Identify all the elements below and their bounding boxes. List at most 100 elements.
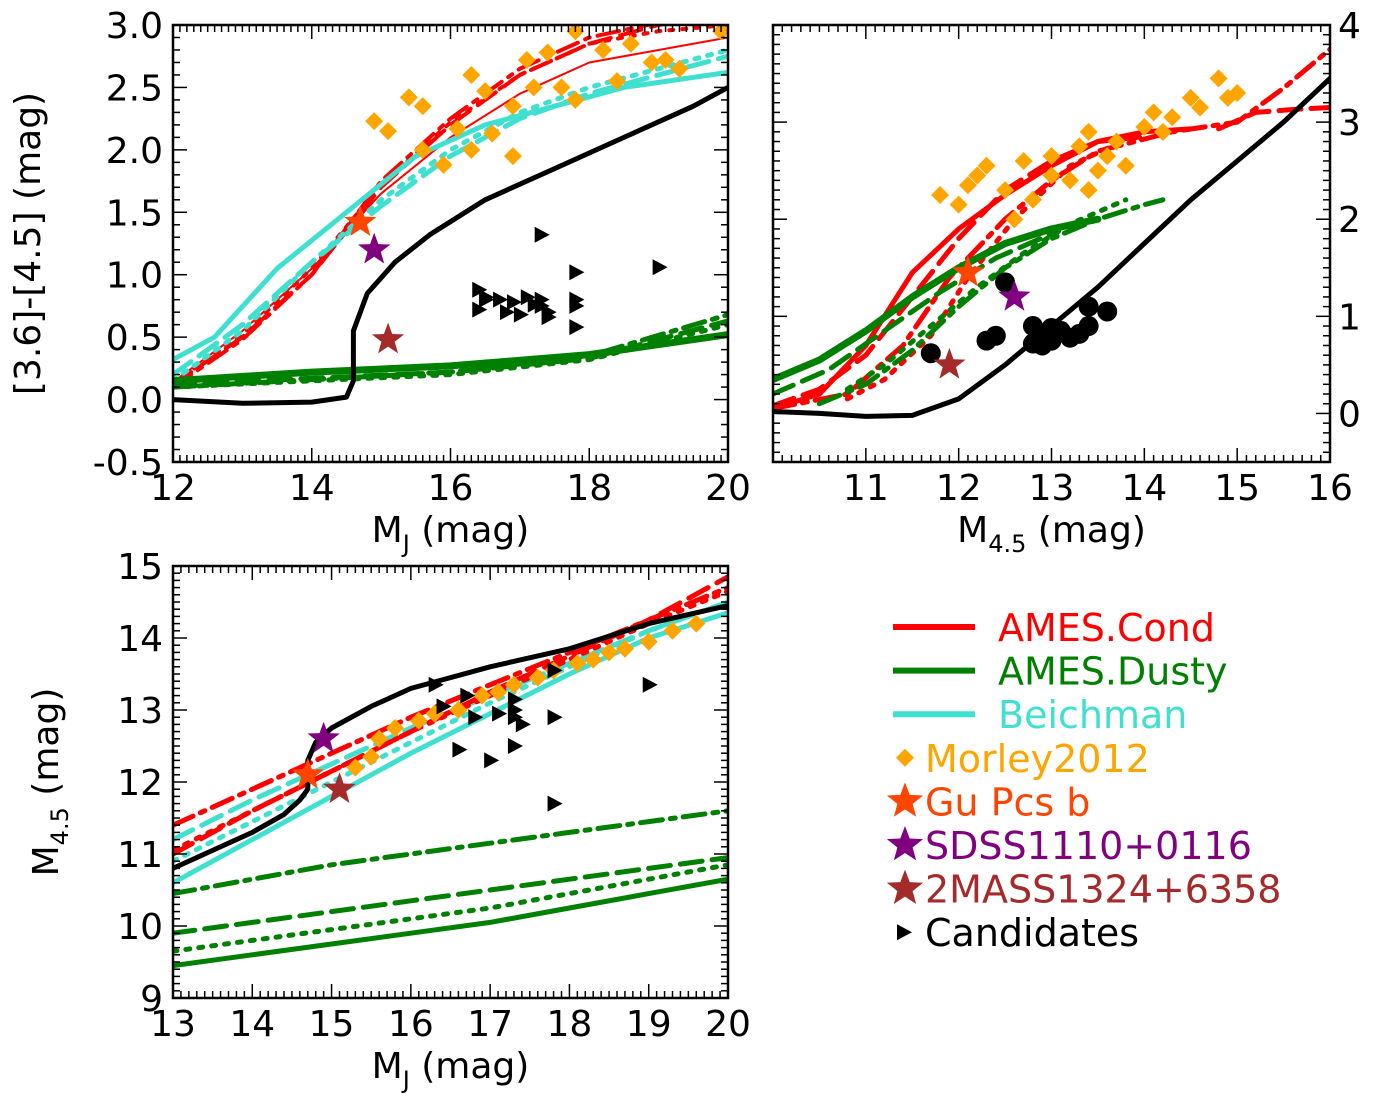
- panel-b-morley-point-1: [949, 195, 968, 214]
- panel-c-curve-dusty-8: [173, 855, 728, 936]
- panel-c-morley-point-3: [409, 711, 428, 730]
- panel-a-ytick-label-5: 2.0: [106, 131, 163, 172]
- panel-b-morley-point-13: [1079, 122, 1098, 141]
- legend-label-sdss: SDSS1110+0116: [925, 824, 1252, 868]
- legend-label-twomass: 2MASS1324+6358: [925, 868, 1281, 912]
- panel-b-ytick-label-3: 3: [1338, 103, 1361, 144]
- panel-b-morley-point-20: [1153, 122, 1172, 141]
- panel-c-xtick-label-1: 14: [229, 1004, 275, 1045]
- panel-b-morley-point-14: [1088, 161, 1107, 180]
- panel-a-candidate-point-6: [506, 294, 522, 311]
- panel-b-xtick-label-0: 11: [843, 468, 889, 509]
- panel-c-morley-point-1: [370, 729, 389, 748]
- panel-a-star-sdss: [358, 232, 391, 264]
- panel-b-curve-candidates-9: [773, 75, 1330, 419]
- panel-b-morley-point-3: [968, 166, 987, 185]
- panel-b-curve-dusty-7: [844, 197, 1129, 392]
- panel-b-morley-point-6: [1005, 210, 1024, 229]
- legend-marker-candidates: [897, 924, 912, 941]
- panel-a-star-gu: [344, 205, 377, 236]
- panel-a-candidate-point-14: [500, 304, 515, 321]
- panel-a-x-axis-title: MJ (mag): [372, 510, 530, 558]
- panel-c-candidate-point-7: [468, 709, 484, 726]
- panel-b-morley-point-12: [1070, 137, 1089, 156]
- panel-a-xtick-label-3: 18: [566, 468, 612, 509]
- panel-a-morley-point-25: [712, 25, 728, 41]
- panel-b-morley-point-17: [1116, 156, 1135, 175]
- panel-a-candidate-point-17: [569, 319, 585, 336]
- panel-c-candidate-point-4: [642, 676, 658, 693]
- panel-c-morley-point-8: [504, 675, 523, 694]
- panel-c-morley-point-18: [362, 747, 381, 766]
- panel-a-curve-beichman-4: [173, 69, 728, 363]
- panel-c-curve-dusty-9: [173, 808, 728, 897]
- panel-b-star-twomass: [933, 347, 966, 379]
- panel-a-y-axis-title: [3.6]-[4.5] (mag): [8, 92, 49, 395]
- panel-c-candidate-point-9: [515, 716, 531, 733]
- legend-marker-morley: [896, 748, 914, 767]
- panel-a-morley-point-17: [566, 25, 585, 41]
- panel-b-morley-point-19: [1144, 103, 1163, 122]
- panel-a-morley-point-2: [399, 88, 418, 107]
- panel-a-curve-beichman-5: [173, 53, 728, 378]
- panel-a-star-twomass: [371, 322, 405, 354]
- panel-c-morley-point-16: [663, 621, 682, 640]
- panel-c-xtick-label-7: 20: [705, 1004, 751, 1045]
- panel-a-morley-point-19: [594, 40, 613, 59]
- panel-c-m45-vs-mj: 13 14 15 16 17 18 19 20 9 10 11 12 13 14 15 MJ (mag) M4.…: [26, 547, 751, 1094]
- panel-a-morley-point-0: [365, 112, 384, 131]
- panel-b-xtick-label-1: 12: [936, 468, 982, 509]
- panel-c-candidate-point-14: [547, 795, 563, 812]
- panel-a-candidate-point-1: [569, 264, 585, 281]
- panel-a-curve-cond-3: [173, 25, 657, 390]
- legend-label-morley: Morley2012: [925, 737, 1150, 781]
- panel-b-curve-cond-4: [1216, 105, 1330, 132]
- panel-c-morley-point-9: [528, 668, 547, 687]
- panel-c-candidate-point-5: [436, 698, 452, 715]
- panel-c-xtick-label-5: 18: [547, 1004, 593, 1045]
- panel-b-morley-point-9: [1042, 166, 1061, 185]
- panel-b-morley-point-22: [1181, 88, 1200, 107]
- panel-b-x-axis-title: M4.5 (mag): [957, 510, 1146, 558]
- panel-a-morley-point-23: [656, 50, 675, 69]
- legend-marker-gu: [886, 782, 924, 817]
- panel-c-morley-point-2: [386, 719, 404, 737]
- panel-a-morley-point-4: [413, 140, 432, 159]
- legend-label-dusty: AMES.Dusty: [998, 650, 1228, 694]
- legend-marker-twomass: [886, 869, 924, 904]
- legend-marker-sdss: [886, 826, 924, 861]
- panel-a-morley-point-21: [621, 34, 640, 53]
- panel-b-ytick-label-1: 1: [1338, 297, 1361, 338]
- panel-c-morley-point-15: [639, 632, 658, 651]
- panel-c-curve-beichman-2: [173, 599, 728, 864]
- legend-label-gu: Gu Pcs b: [925, 780, 1090, 824]
- panel-b-morley-point-4: [977, 156, 996, 175]
- panel-a-morley-point-11: [503, 97, 522, 116]
- panel-a-ticks: [172, 24, 729, 463]
- panel-b-ytick-label-0: 0: [1338, 394, 1361, 435]
- panel-c-ytick-label-2: 11: [117, 835, 163, 876]
- panel-a-candidate-point-12: [569, 297, 585, 314]
- panel-b-xtick-label-4: 15: [1214, 468, 1260, 509]
- legend-label-cond: AMES.Cond: [998, 606, 1215, 650]
- panel-b-morley-point-26: [1228, 83, 1247, 102]
- panel-c-morley-point-12: [584, 650, 603, 669]
- panel-a-ytick-label-2: 0.5: [106, 318, 163, 359]
- panel-b-morley-point-21: [1163, 108, 1182, 127]
- panel-a-morley-point-12: [503, 147, 522, 166]
- panel-c-xtick-label-2: 15: [309, 1004, 355, 1045]
- panel-c-candidate-point-0: [428, 676, 444, 693]
- panel-c-candidate-point-3: [547, 662, 563, 679]
- panel-c-xtick-label-0: 13: [150, 1004, 196, 1045]
- panel-c-curve-dusty-7: [173, 862, 728, 954]
- panel-a-xtick-label-1: 14: [289, 468, 335, 509]
- panel-c-star-gu: [291, 757, 324, 789]
- panel-a-morley-point-3: [413, 97, 432, 116]
- panel-c-ticks: [172, 565, 729, 999]
- panel-b-morley-point-11: [1061, 171, 1080, 190]
- panel-a-morley-point-13: [517, 50, 536, 69]
- legend: AMES.CondAMES.DustyBeichmanMorley2012Gu …: [886, 606, 1281, 955]
- panel-b-ytick-label-4: 4: [1338, 6, 1361, 47]
- panel-b-frame: [771, 23, 1332, 464]
